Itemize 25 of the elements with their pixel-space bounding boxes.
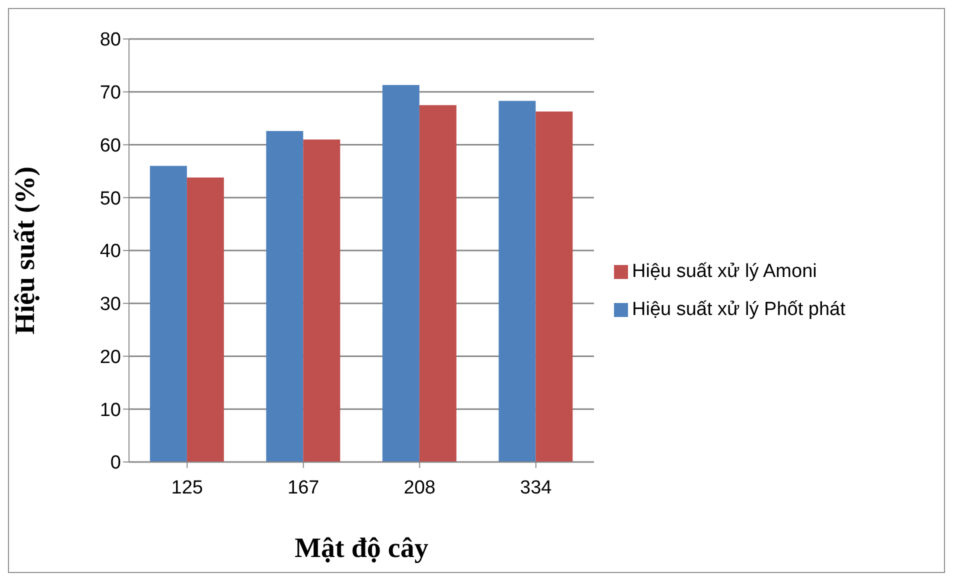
bar: [303, 139, 340, 462]
y-tick-label: 70: [100, 82, 121, 104]
y-tick-label: 80: [100, 30, 121, 51]
bar: [186, 178, 224, 462]
y-axis-title: Hiệu suất (%): [10, 166, 41, 334]
bar: [382, 85, 420, 462]
x-tick-label: 125: [171, 477, 203, 498]
y-tick-label: 10: [100, 400, 121, 421]
x-axis-title: Mật độ cây: [294, 533, 428, 564]
bar: [419, 105, 456, 462]
y-tick-label: 20: [100, 346, 121, 368]
x-tick-label: 334: [520, 477, 552, 498]
legend-label: Hiệu suất xử lý Amoni: [632, 260, 817, 282]
y-tick-label: 60: [100, 135, 121, 156]
y-tick-label: 40: [100, 241, 121, 262]
legend-label: Hiệu suất xử lý Phốt phát: [632, 298, 846, 320]
bar: [266, 131, 304, 462]
bar: [150, 166, 187, 462]
x-tick-label: 208: [404, 477, 436, 498]
bar: [536, 111, 573, 462]
y-tick-label: 50: [100, 188, 121, 210]
y-tick-label: 30: [100, 294, 121, 316]
y-tick-label: 0: [110, 452, 121, 474]
bar: [498, 100, 536, 462]
x-tick-label: 167: [288, 477, 320, 498]
